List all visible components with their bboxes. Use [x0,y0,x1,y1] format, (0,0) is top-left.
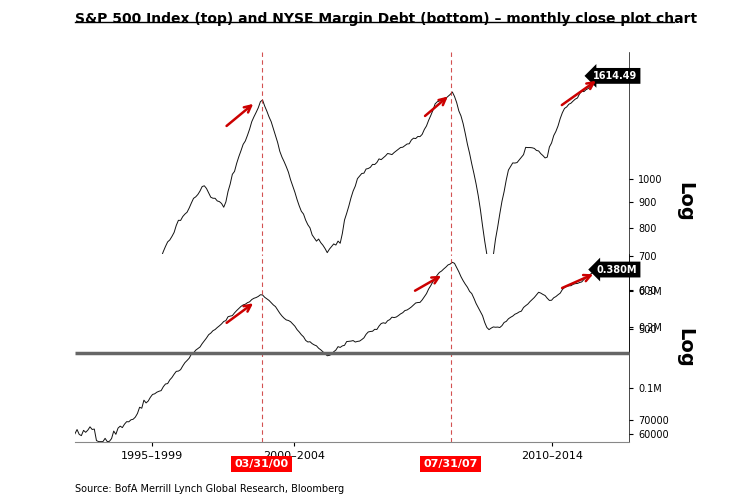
Text: 1614.49: 1614.49 [593,71,637,81]
Text: 07/31/07: 07/31/07 [424,459,478,469]
Text: 03/31/00: 03/31/00 [234,459,289,469]
Text: 0.380M: 0.380M [597,264,637,274]
Text: Source: BofA Merrill Lynch Global Research, Bloomberg: Source: BofA Merrill Lynch Global Resear… [75,484,344,494]
Text: Log: Log [675,328,694,368]
Text: S&P 500 Index (top) and NYSE Margin Debt (bottom) – monthly close plot chart: S&P 500 Index (top) and NYSE Margin Debt… [75,12,697,26]
Text: Log: Log [675,182,694,222]
